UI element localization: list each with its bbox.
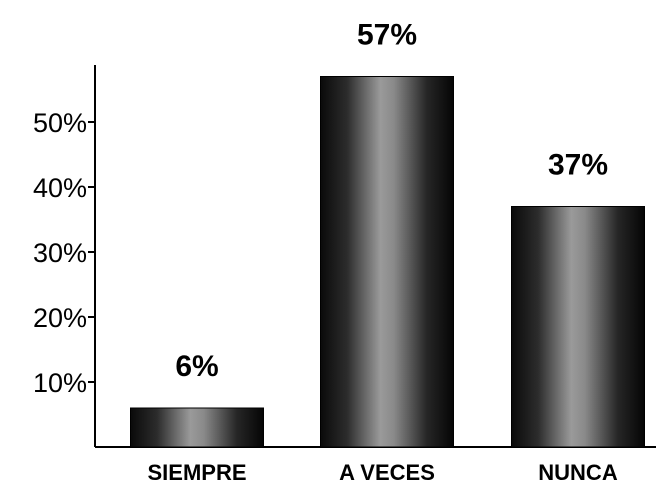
x-tick-label: A VECES <box>339 460 435 485</box>
bar-siempre <box>130 407 264 448</box>
y-tick-label: 40% <box>33 173 87 203</box>
y-tick-label: 50% <box>33 108 87 138</box>
bar-nunca <box>511 206 645 448</box>
bar-a-veces <box>320 76 454 448</box>
data-label: 57% <box>357 19 417 52</box>
y-tick-label: 30% <box>33 238 87 268</box>
bars <box>130 76 645 448</box>
data-label: 6% <box>175 350 218 383</box>
y-tick-label: 10% <box>33 368 87 398</box>
x-tick-label: NUNCA <box>538 460 618 485</box>
axes: 10% 20% 30% 40% 50% <box>33 65 656 448</box>
labels: SIEMPRE 6% A VECES 57% NUNCA 37% <box>147 19 617 486</box>
data-label: 37% <box>548 149 608 182</box>
x-tick-label: SIEMPRE <box>147 460 246 485</box>
y-tick-label: 20% <box>33 303 87 333</box>
